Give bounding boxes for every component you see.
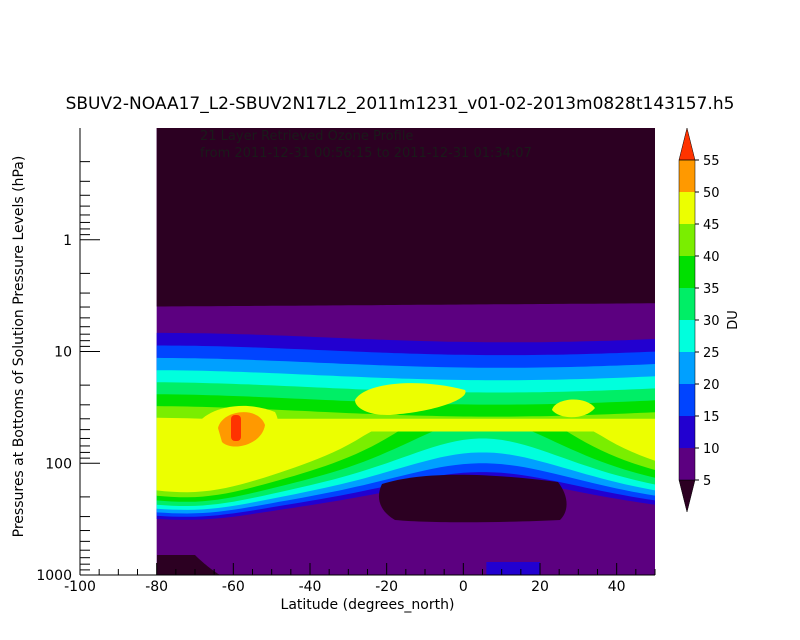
- x-tick-label-20: 20: [531, 579, 549, 595]
- annotation-line-2: from 2011-12-31 00:56:15 to 2011-12-31 0…: [200, 146, 532, 161]
- x-tick-label--100: -100: [64, 579, 96, 595]
- colorbar-label-30: 30: [703, 314, 720, 329]
- colorbar-over-triangle: [678, 127, 696, 161]
- colorbar-label-35: 35: [703, 282, 720, 297]
- contour-field: [156, 128, 655, 575]
- y-tick-label-10: 10: [54, 345, 72, 361]
- x-tick-label--20: -20: [375, 579, 398, 595]
- colorbar-segment-5: [679, 448, 695, 480]
- contour-patch-50: [218, 412, 265, 447]
- colorbar: 5 10 15 20 25 30 35 40 45 50 55 DU: [678, 127, 741, 513]
- colorbar-segment-35: [679, 256, 695, 288]
- x-tick-label-0: 0: [459, 579, 468, 595]
- colorbar-under-triangle: [678, 479, 696, 513]
- colorbar-segment-15: [679, 384, 695, 416]
- contour-patch-lt5-surface: [157, 555, 220, 575]
- colorbar-segment-20: [679, 352, 695, 384]
- colorbar-label-10: 10: [703, 442, 720, 457]
- chart-title: SBUV2-NOAA17_L2-SBUV2N17L2_2011m1231_v01…: [66, 94, 735, 114]
- x-tick-label--60: -60: [222, 579, 245, 595]
- axes: -100 -80 -60 -40 -20 0 20 40 1 10 100 1000: [36, 128, 656, 595]
- y-axis-title: Pressures at Bottoms of Solution Pressur…: [11, 156, 27, 538]
- colorbar-segment-45: [679, 192, 695, 224]
- colorbar-label-15: 15: [703, 410, 720, 425]
- colorbar-segment-40: [679, 224, 695, 256]
- colorbar-segment-50: [679, 160, 695, 192]
- contour-patch-55: [231, 415, 241, 441]
- annotation-line-1: 21 Layer Retrieved Ozone Profile: [200, 129, 413, 144]
- y-tick-label-100: 100: [45, 456, 72, 472]
- y-tick-label-1000: 1000: [36, 568, 72, 584]
- contour-band-45: [156, 417, 655, 493]
- contour-patch-45-north: [552, 399, 595, 418]
- y-tick-label-1: 1: [63, 233, 72, 249]
- contour-patch-10-surface: [486, 562, 540, 575]
- x-tick-label--40: -40: [299, 579, 322, 595]
- colorbar-segment-25: [679, 320, 695, 352]
- colorbar-label-50: 50: [703, 186, 720, 201]
- colorbar-segment-30: [679, 288, 695, 320]
- contour-patch-45-equator: [355, 383, 466, 416]
- x-axis-title: Latitude (degrees_north): [281, 597, 455, 613]
- contour-band-lt5-top: [156, 128, 655, 307]
- contour-patch-lt5-tropics: [378, 474, 567, 523]
- colorbar-title: DU: [726, 310, 741, 330]
- x-tick-label--80: -80: [145, 579, 168, 595]
- colorbar-label-55: 55: [703, 154, 720, 169]
- colorbar-label-40: 40: [703, 250, 720, 265]
- colorbar-label-25: 25: [703, 346, 720, 361]
- colorbar-segment-10: [679, 416, 695, 448]
- colorbar-label-20: 20: [703, 378, 720, 393]
- colorbar-label-45: 45: [703, 218, 720, 233]
- x-tick-label-40: 40: [608, 579, 626, 595]
- colorbar-label-5: 5: [703, 474, 711, 489]
